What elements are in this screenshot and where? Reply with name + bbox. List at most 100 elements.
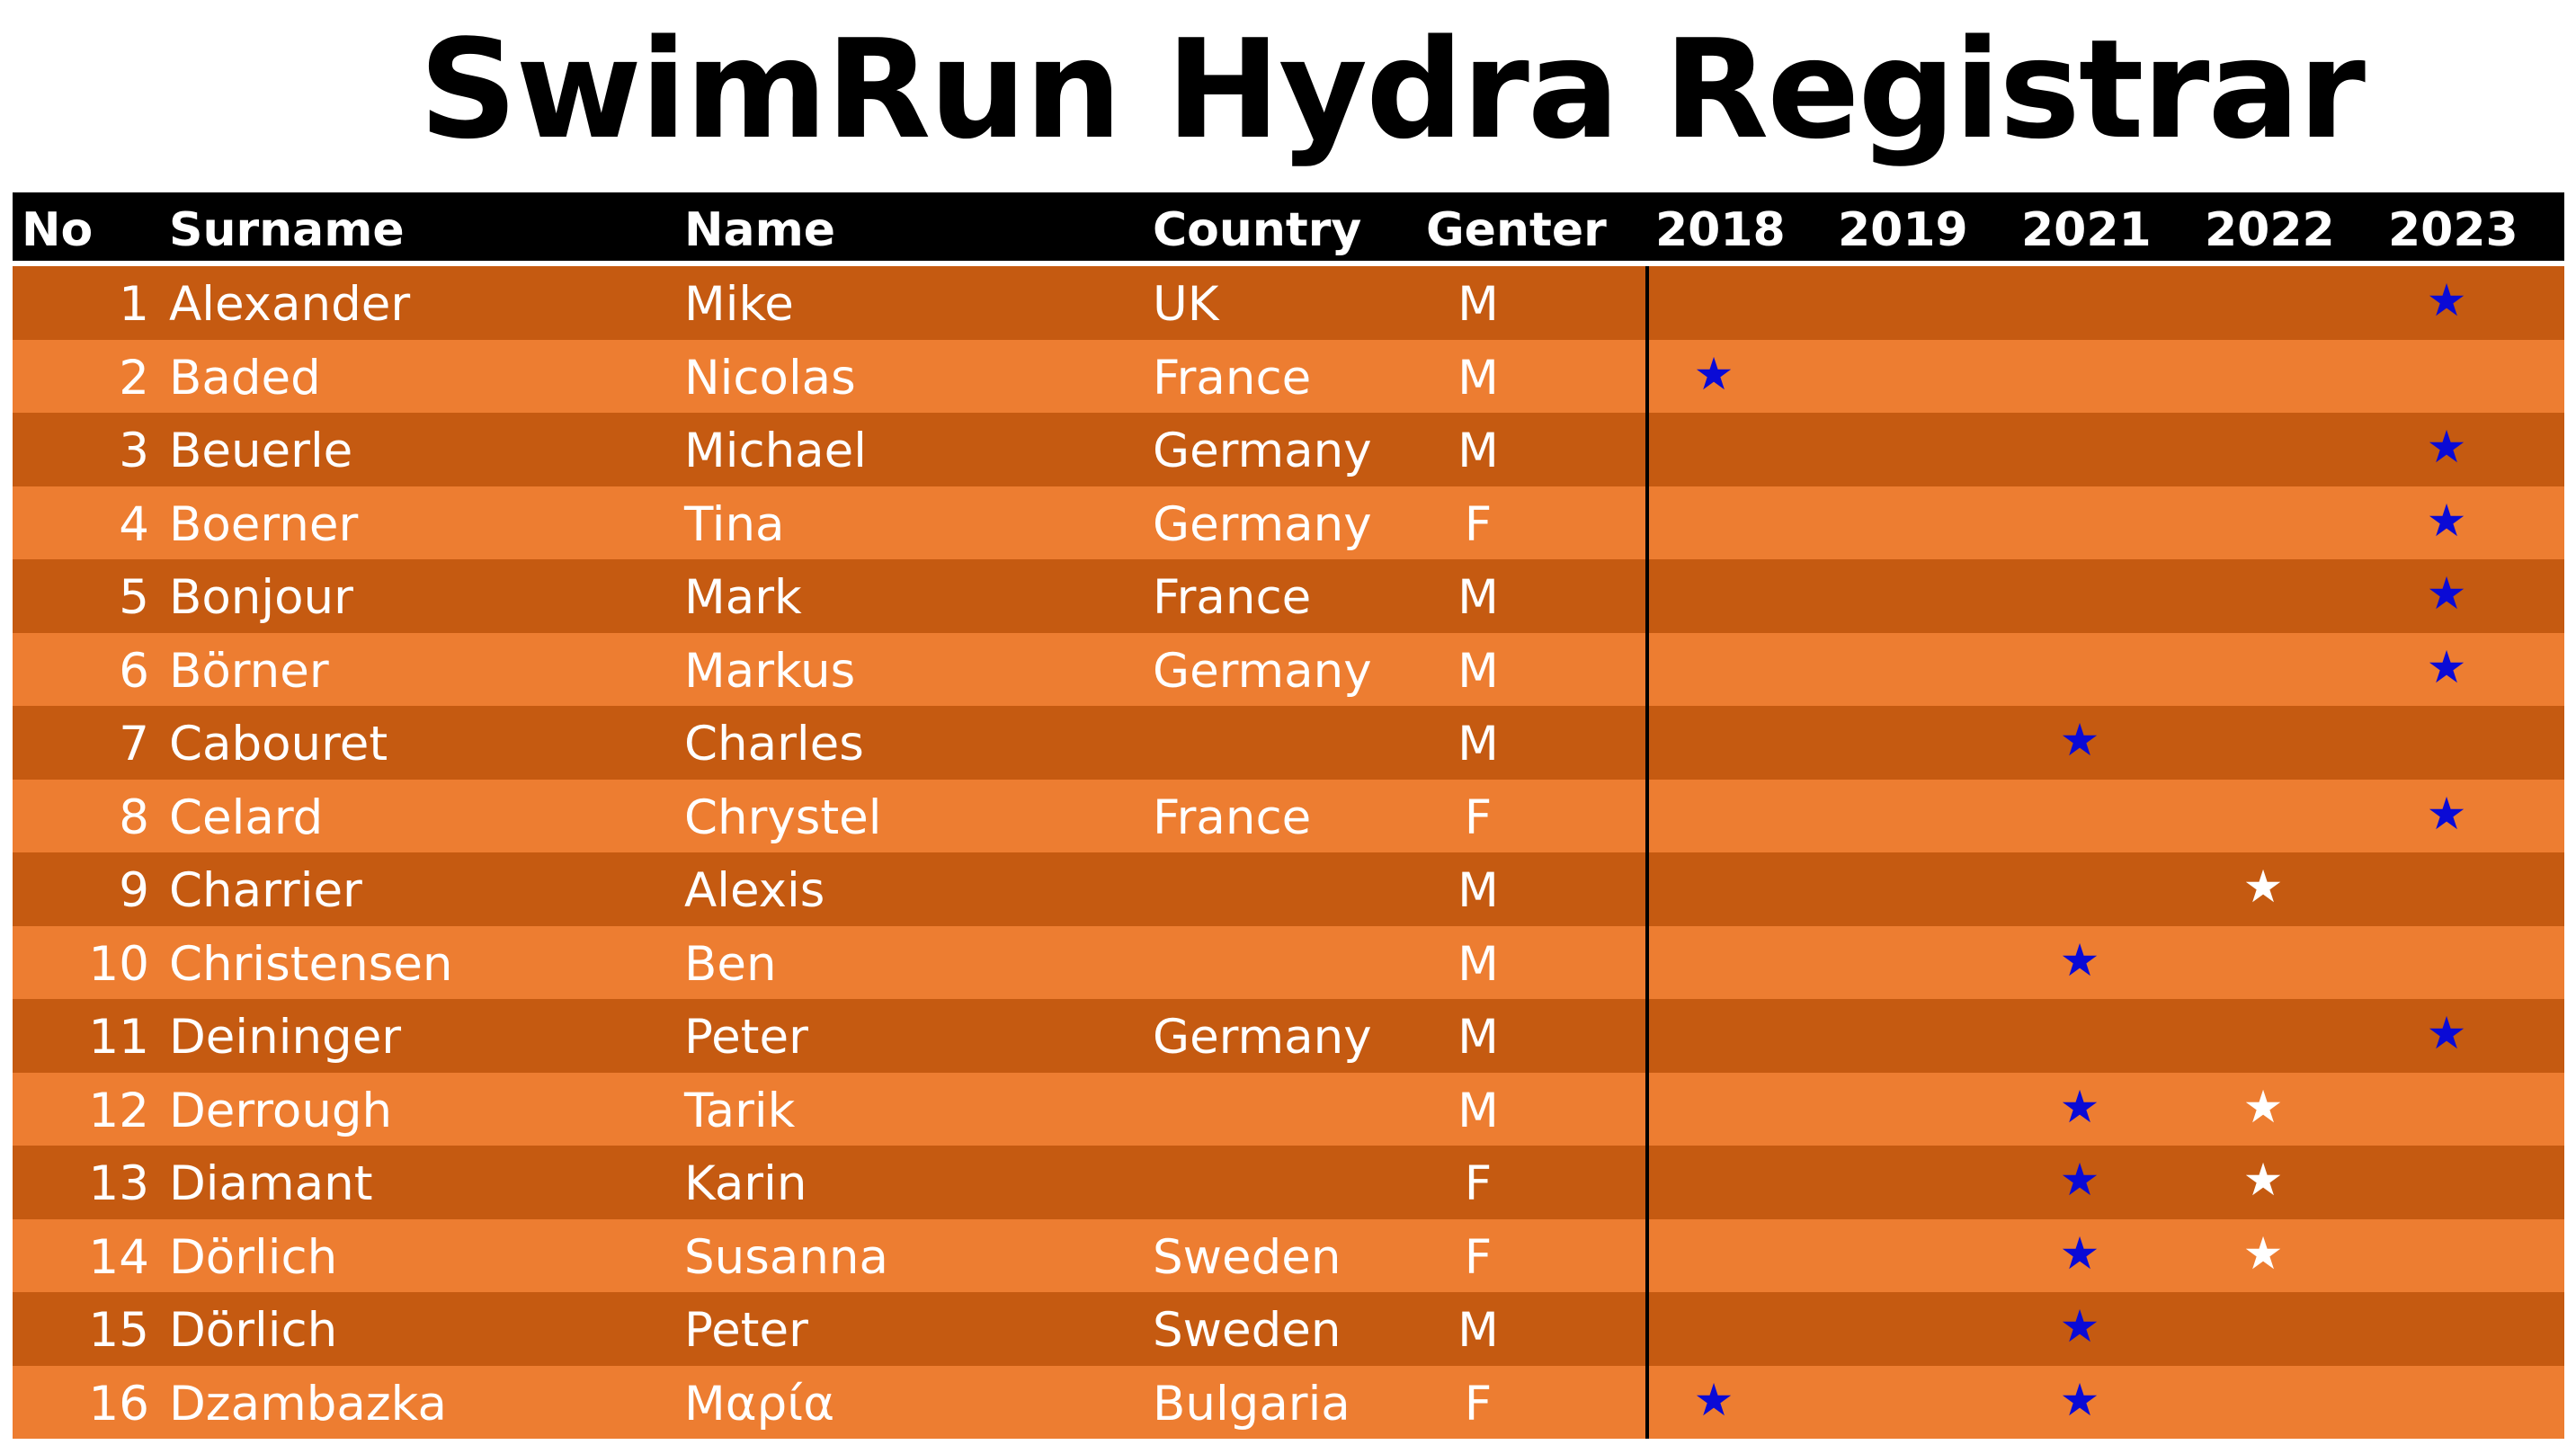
row-number: 5 (119, 570, 149, 625)
row-number: 6 (119, 643, 149, 699)
row-name: Markus (684, 643, 856, 699)
star-icon: ★ (1693, 347, 1734, 400)
star-icon: ★ (1693, 1373, 1734, 1426)
table-row: 2 Baded Nicolas France M ★ (13, 339, 2564, 413)
header-year-2021: 2021 (2021, 203, 2152, 257)
row-surname: Börner (169, 643, 329, 699)
row-number: 16 (88, 1376, 149, 1432)
row-gender: F (1464, 1229, 1493, 1285)
row-surname: Charrier (169, 863, 362, 918)
header-year-2019: 2019 (1838, 203, 1968, 257)
row-name: Mark (684, 570, 802, 625)
row-country: France (1153, 570, 1312, 625)
star-icon: ★ (2059, 1373, 2100, 1426)
row-gender: M (1457, 863, 1499, 918)
row-surname: Diamant (169, 1156, 373, 1211)
star-icon: ★ (2426, 421, 2467, 473)
star-icon: ★ (2059, 1300, 2100, 1352)
header-surname: Surname (169, 203, 405, 257)
row-country: Germany (1153, 1010, 1372, 1065)
page-title: SwimRun Hydra Registrar (419, 10, 2366, 169)
star-icon: ★ (2242, 1154, 2284, 1206)
row-country: UK (1153, 277, 1219, 332)
row-number: 10 (88, 936, 149, 992)
row-surname: Dörlich (169, 1229, 338, 1285)
star-icon: ★ (2059, 1226, 2100, 1280)
row-gender: M (1457, 717, 1499, 772)
row-gender: M (1457, 424, 1499, 478)
row-gender: M (1457, 1303, 1499, 1358)
row-surname: Dzambazka (169, 1376, 447, 1432)
row-name: Karin (684, 1156, 807, 1211)
row-surname: Beuerle (169, 424, 353, 478)
row-number: 11 (88, 1010, 149, 1065)
table-row: 4 Boerner Tina Germany F ★ (13, 486, 2564, 559)
row-gender: F (1464, 1376, 1493, 1432)
row-country: France (1153, 789, 1312, 845)
star-icon: ★ (2059, 933, 2100, 986)
header-no: No (22, 203, 94, 257)
star-icon: ★ (2242, 861, 2284, 913)
table-header-row: No Surname Name Country Genter 2018 2019… (13, 192, 2564, 266)
table-row: 5 Bonjour Mark France M ★ (13, 559, 2564, 633)
table-row: 15 Dörlich Peter Sweden M ★ (13, 1292, 2564, 1366)
year-column-divider (1645, 266, 1649, 1439)
row-surname: Christensen (169, 936, 453, 992)
header-year-2018: 2018 (1655, 203, 1786, 257)
star-icon: ★ (2426, 567, 2467, 620)
row-gender: M (1457, 570, 1499, 625)
row-surname: Dörlich (169, 1303, 338, 1358)
row-name: Peter (684, 1303, 808, 1358)
row-country: Germany (1153, 496, 1372, 552)
row-number: 13 (88, 1156, 149, 1211)
table-body: 1 Alexander Mike UK M ★ 2 Baded Nicolas France M ★ 3… (13, 266, 2564, 1439)
row-country: Bulgaria (1153, 1376, 1350, 1432)
table-row: 6 Börner Markus Germany M ★ (13, 632, 2564, 706)
row-country: Sweden (1153, 1229, 1341, 1285)
row-number: 7 (119, 717, 149, 772)
row-name: Ben (684, 936, 777, 992)
row-number: 1 (119, 277, 149, 332)
table-row: 11 Deininger Peter Germany M ★ (13, 999, 2564, 1073)
row-number: 14 (88, 1229, 149, 1285)
header-year-2023: 2023 (2388, 203, 2518, 257)
row-country: France (1153, 350, 1312, 406)
table-row: 12 Derrough Tarik M ★ ★ (13, 1072, 2564, 1146)
row-surname: Deininger (169, 1010, 402, 1065)
row-name: Alexis (684, 863, 825, 918)
row-name: Μαρία (684, 1376, 835, 1432)
star-icon: ★ (2059, 714, 2100, 766)
row-country: Germany (1153, 424, 1372, 478)
row-number: 12 (88, 1083, 149, 1138)
star-icon: ★ (2426, 274, 2467, 326)
row-gender: F (1464, 789, 1493, 845)
table-row: 13 Diamant Karin F ★ ★ (13, 1146, 2564, 1219)
row-country: Sweden (1153, 1303, 1341, 1358)
star-icon: ★ (2426, 494, 2467, 547)
row-name: Peter (684, 1010, 808, 1065)
row-gender: M (1457, 350, 1499, 406)
row-name: Charles (684, 717, 864, 772)
header-country: Country (1153, 203, 1362, 257)
star-icon: ★ (2242, 1226, 2284, 1280)
row-surname: Cabouret (169, 717, 388, 772)
row-gender: M (1457, 1010, 1499, 1065)
row-surname: Baded (169, 350, 321, 406)
row-gender: M (1457, 936, 1499, 992)
row-name: Tarik (684, 1083, 796, 1138)
table-row: 8 Celard Chrystel France F ★ (13, 779, 2564, 852)
row-surname: Celard (169, 789, 324, 845)
star-icon: ★ (2426, 640, 2467, 693)
header-gender: Genter (1426, 203, 1607, 257)
table-row: 7 Cabouret Charles M ★ (13, 706, 2564, 780)
row-gender: F (1464, 1156, 1493, 1211)
row-gender: M (1457, 643, 1499, 699)
row-number: 4 (119, 496, 149, 552)
row-gender: F (1464, 496, 1493, 552)
row-number: 3 (119, 424, 149, 478)
row-surname: Alexander (169, 277, 411, 332)
row-number: 15 (88, 1303, 149, 1358)
row-name: Chrystel (684, 789, 882, 845)
row-name: Susanna (684, 1229, 888, 1285)
row-surname: Derrough (169, 1083, 393, 1138)
